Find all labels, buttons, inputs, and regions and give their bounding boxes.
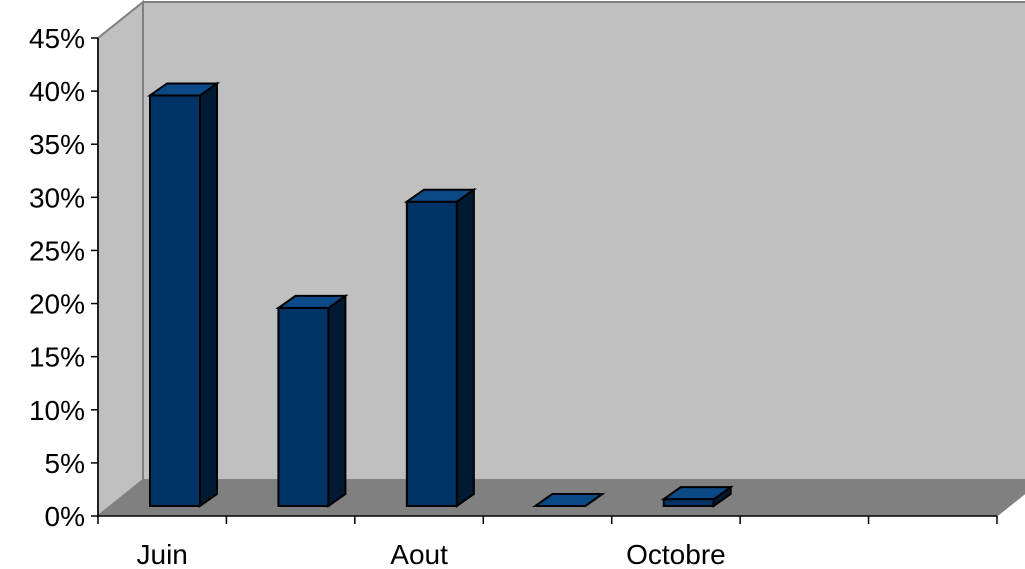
bar: [403, 187, 478, 508]
bar-top: [275, 294, 349, 309]
y-tick-label: 45%: [29, 23, 85, 54]
back-wall: [142, 1, 1025, 481]
x-category-label: Octobre: [626, 539, 726, 569]
bar: [532, 493, 606, 507]
y-tick-label: 25%: [29, 235, 85, 266]
bar-side: [199, 81, 218, 508]
bar-top: [403, 188, 478, 203]
y-axis: 0% 5% 10% 15% 20% 25% 30% 35% 40% 45%: [29, 23, 99, 532]
y-tick-label: 15%: [29, 342, 85, 373]
bar-top: [660, 486, 734, 501]
bar-side: [327, 294, 347, 508]
chart-walls: [96, 0, 1025, 519]
bar-front: [662, 498, 715, 507]
x-category-label: Juin: [137, 539, 188, 569]
bar-top: [532, 493, 606, 507]
y-tick-label: 5%: [45, 448, 85, 479]
x-axis: Juin Aout Octobre: [97, 515, 998, 569]
y-tick-label: 0%: [45, 501, 85, 532]
bar: [275, 294, 349, 508]
y-tick-label: 20%: [29, 289, 85, 320]
side-wall: [97, 0, 144, 519]
bar-side: [455, 187, 475, 508]
bar: [146, 81, 221, 508]
bar-top: [146, 82, 221, 97]
bar-front: [149, 94, 201, 507]
x-category-label: Aout: [390, 539, 448, 569]
y-tick-label: 35%: [29, 129, 85, 160]
y-tick-label: 30%: [29, 182, 85, 213]
y-tick-label: 10%: [29, 395, 85, 426]
bar-front: [405, 200, 458, 507]
bar-front: [277, 306, 330, 507]
bars: [146, 81, 734, 508]
bar: [660, 485, 734, 508]
y-tick-label: 40%: [29, 76, 85, 107]
